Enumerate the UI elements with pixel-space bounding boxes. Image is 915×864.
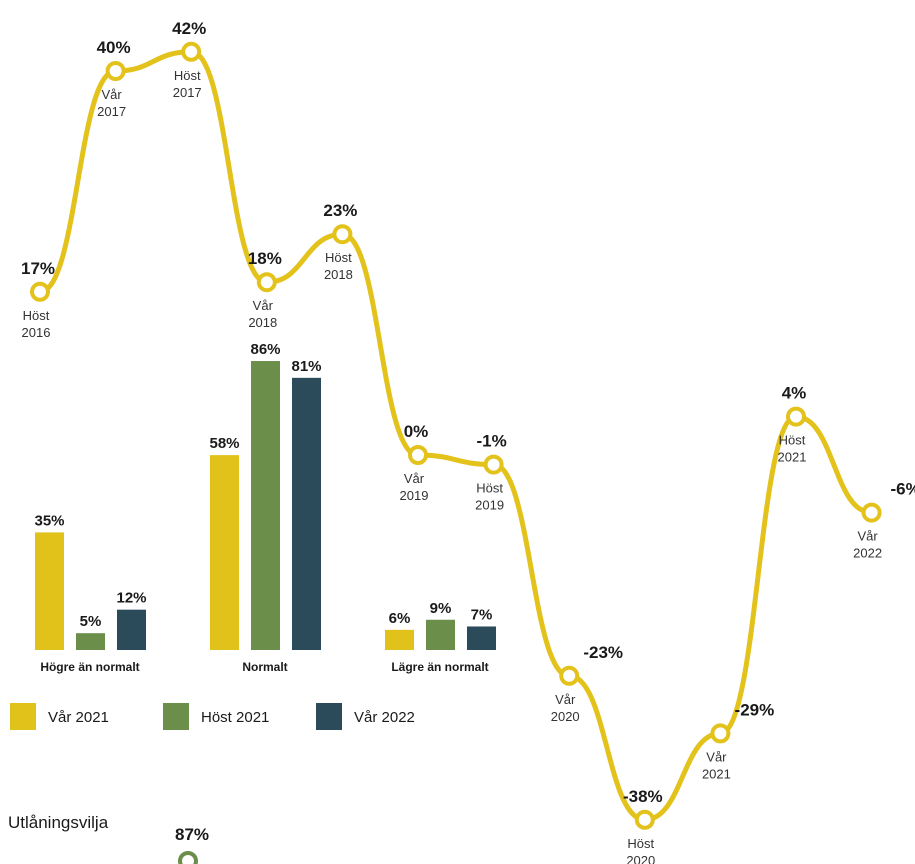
point-label: Vår 2018 (248, 298, 277, 330)
value-label: 18% (248, 249, 282, 268)
bar (292, 377, 321, 650)
point-label-line: 2021 (778, 450, 807, 465)
value-label: 4% (782, 384, 807, 403)
value-label: 17% (21, 259, 55, 278)
bar-value-label: 81% (291, 358, 321, 375)
category-label: Högre än normalt (40, 660, 139, 674)
value-label: 0% (404, 422, 429, 441)
point (181, 41, 202, 62)
bar (210, 455, 239, 650)
point (408, 445, 428, 465)
lending-point (178, 851, 198, 864)
bar-value-label: 9% (430, 600, 452, 617)
point-label: Höst 2019 (475, 481, 504, 513)
bar (385, 629, 414, 650)
point-label: Vår 2021 (702, 749, 731, 781)
point-label-line: Höst (174, 68, 201, 83)
point-label-line: 2017 (97, 104, 126, 119)
point-label-line: 2020 (551, 709, 580, 724)
point (256, 272, 277, 293)
legend-label: Vår 2022 (354, 709, 415, 726)
point (786, 406, 806, 427)
bar (117, 609, 146, 650)
point (710, 723, 731, 744)
point-label-line: 2017 (173, 85, 202, 100)
value-label: -1% (476, 432, 506, 451)
point-label-line: 2019 (400, 488, 429, 503)
point (30, 281, 50, 302)
point (559, 665, 580, 686)
point-label-line: 2016 (22, 325, 51, 340)
bar-value-label: 7% (471, 606, 493, 623)
bar-value-label: 58% (209, 435, 239, 452)
value-label: 40% (97, 38, 131, 57)
point-label-line: 2019 (475, 498, 504, 513)
value-label: -29% (735, 700, 775, 719)
bar-value-label: 6% (389, 610, 411, 627)
point-label: Vår 2019 (400, 471, 429, 503)
point-label: Höst 2020 (626, 836, 655, 864)
point-label-line: Vår (706, 749, 727, 764)
legend-label: Höst 2021 (201, 709, 269, 726)
point-label: Höst 2016 (22, 308, 51, 340)
point-label-line: Höst (476, 481, 503, 496)
bar (251, 361, 280, 650)
point-label-line: 2022 (853, 546, 882, 561)
point (634, 809, 655, 830)
category-label: Lägre än normalt (391, 660, 488, 674)
point-label-line: Höst (627, 836, 654, 851)
bar-value-label: 86% (250, 341, 280, 358)
value-label: 42% (172, 19, 206, 38)
point-label-line: Höst (23, 308, 50, 323)
point-label-line: 2018 (324, 267, 353, 282)
point-label-line: 2020 (626, 853, 655, 864)
point-label: Vår 2020 (551, 692, 580, 724)
lending-title: Utlåningsvilja (8, 813, 109, 832)
value-label: 23% (323, 201, 357, 220)
legend-swatch (316, 703, 342, 730)
bar-value-label: 12% (116, 590, 146, 607)
point-label-line: 2021 (702, 766, 731, 781)
point (861, 502, 882, 523)
legend-swatch (10, 703, 36, 730)
value-label: -23% (583, 643, 623, 662)
point-label: Höst 2018 (324, 250, 353, 282)
point (105, 61, 126, 81)
point-label-line: Vår (253, 298, 274, 313)
point-label-line: Vår (857, 529, 878, 544)
point-label-line: Höst (325, 250, 352, 265)
point-label: Höst 2021 (778, 433, 807, 465)
point-label: Vår 2022 (853, 529, 882, 561)
bar (467, 626, 496, 650)
bar-value-label: 5% (80, 613, 102, 630)
point-label-line: Vår (404, 471, 425, 486)
value-label: -6% (890, 480, 915, 499)
lending-value-label: 87% (175, 825, 209, 844)
point (332, 224, 353, 245)
bar (35, 532, 64, 650)
legend-swatch (163, 703, 189, 730)
bar-value-label: 35% (34, 512, 64, 529)
point-label: Vår 2017 (97, 87, 126, 119)
point-label: Höst 2017 (173, 68, 202, 100)
point-label-line: Höst (779, 433, 806, 448)
point-label-line: 2018 (248, 315, 277, 330)
point-label-line: Vår (555, 692, 576, 707)
legend-label: Vår 2021 (48, 709, 109, 726)
bar (76, 633, 105, 650)
point-label-line: Vår (101, 87, 122, 102)
bar (426, 619, 455, 650)
point (483, 454, 504, 475)
value-label: -38% (623, 787, 663, 806)
category-label: Normalt (242, 660, 287, 674)
